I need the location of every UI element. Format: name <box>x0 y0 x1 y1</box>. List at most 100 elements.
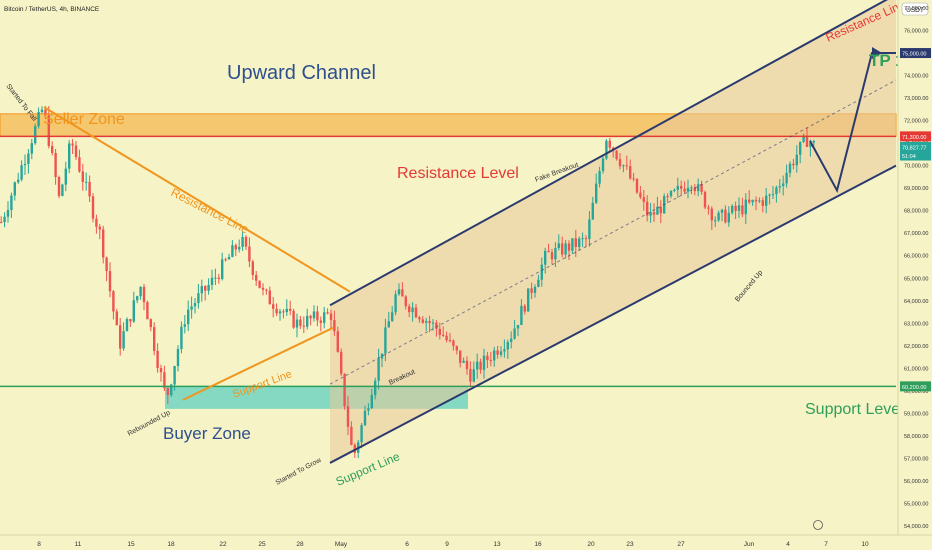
candle-body <box>227 256 231 260</box>
candle-body <box>0 221 3 223</box>
candle-body <box>129 319 132 322</box>
candle-body <box>71 143 74 146</box>
candle-body <box>482 355 486 370</box>
candle-body <box>510 338 513 342</box>
candle-body <box>462 360 465 363</box>
projected-path <box>809 52 896 194</box>
candle-body <box>557 243 560 249</box>
candle-body <box>214 277 217 279</box>
candle-body <box>632 178 635 180</box>
candle-body <box>20 165 23 180</box>
candle-body <box>734 205 737 211</box>
candle-body <box>187 309 190 325</box>
candle-body <box>374 380 377 396</box>
candle-body <box>363 410 367 426</box>
candle-body <box>261 287 265 290</box>
candle-body <box>421 319 424 323</box>
candle-body <box>629 166 632 179</box>
candle-body <box>588 219 591 240</box>
candle-body <box>217 277 220 279</box>
candle-body <box>51 146 54 153</box>
x-tick-label: 10 <box>861 541 869 548</box>
candle-body <box>533 286 537 293</box>
candle-body <box>180 326 183 350</box>
x-tick-label: 15 <box>127 541 135 548</box>
candle-body <box>775 187 778 195</box>
candle-body <box>737 205 741 211</box>
candle-body <box>343 373 346 407</box>
diagonal-resistance-line <box>43 106 351 293</box>
candle-body <box>496 350 499 355</box>
candle-body <box>68 143 71 169</box>
candle-body <box>105 257 108 272</box>
candle-body <box>258 280 261 288</box>
candle-body <box>564 243 567 255</box>
candle-body <box>717 212 720 221</box>
candle-body <box>272 304 275 309</box>
candle-body <box>669 190 673 197</box>
candle-body <box>306 315 309 327</box>
candle-body <box>95 218 98 227</box>
candle-body <box>700 184 703 192</box>
candle-body <box>47 115 50 147</box>
candle-body <box>326 312 329 314</box>
candle-body <box>761 200 764 206</box>
candle-body <box>523 305 526 312</box>
candle-body <box>13 182 16 196</box>
y-tick-label: 61,000.00 <box>904 366 928 372</box>
candle-body <box>207 284 210 291</box>
candle-body <box>173 366 176 385</box>
candle-body <box>278 311 282 314</box>
candle-body <box>639 192 642 198</box>
candle-body <box>788 163 792 173</box>
candle-body <box>425 320 428 323</box>
candle-body <box>805 135 809 147</box>
x-tick-label: 25 <box>258 541 266 548</box>
candle-body <box>622 165 625 167</box>
candle-body <box>605 140 608 159</box>
candle-body <box>574 238 577 247</box>
candle-body <box>544 250 547 265</box>
candle-body <box>302 325 305 327</box>
candle-body <box>479 361 482 370</box>
x-tick-label: 13 <box>493 541 501 548</box>
candle-body <box>476 361 479 370</box>
candle-body <box>91 196 95 219</box>
candle-body <box>598 171 601 184</box>
candle-body <box>455 346 458 351</box>
candle-body <box>234 245 237 250</box>
candle-body <box>380 353 384 359</box>
y-tick-label: 56,000.00 <box>904 479 928 485</box>
candle-body <box>520 305 523 326</box>
candle-body <box>397 289 401 295</box>
candle-body <box>289 308 292 311</box>
channel-mid-line <box>329 79 897 385</box>
candle-body <box>221 259 224 279</box>
x-tick-label: May <box>335 541 348 548</box>
y-tick-label: 74,000.00 <box>904 74 928 80</box>
y-tick-label: 60,000.00 <box>904 389 928 395</box>
candle-body <box>231 245 234 257</box>
candle-body <box>210 277 214 285</box>
candle-body <box>119 325 122 349</box>
candle-body <box>591 202 594 220</box>
y-tick-label: 54,000.00 <box>904 524 928 530</box>
candle-body <box>408 306 411 313</box>
candle-body <box>751 199 754 203</box>
candle-body <box>578 238 581 247</box>
candle-body <box>527 288 530 312</box>
candle-body <box>768 194 771 196</box>
candle-body <box>690 187 693 189</box>
candle-body <box>74 145 78 158</box>
candle-body <box>771 194 775 196</box>
candle-body <box>159 368 163 373</box>
y-tick-label: 73,000.00 <box>904 96 928 102</box>
candle-body <box>6 210 10 217</box>
currency-button[interactable] <box>901 2 929 16</box>
candle-body <box>312 311 316 319</box>
candle-body <box>720 209 724 213</box>
candle-body <box>595 183 598 203</box>
candle-body <box>561 243 564 255</box>
candle-body <box>268 290 271 305</box>
